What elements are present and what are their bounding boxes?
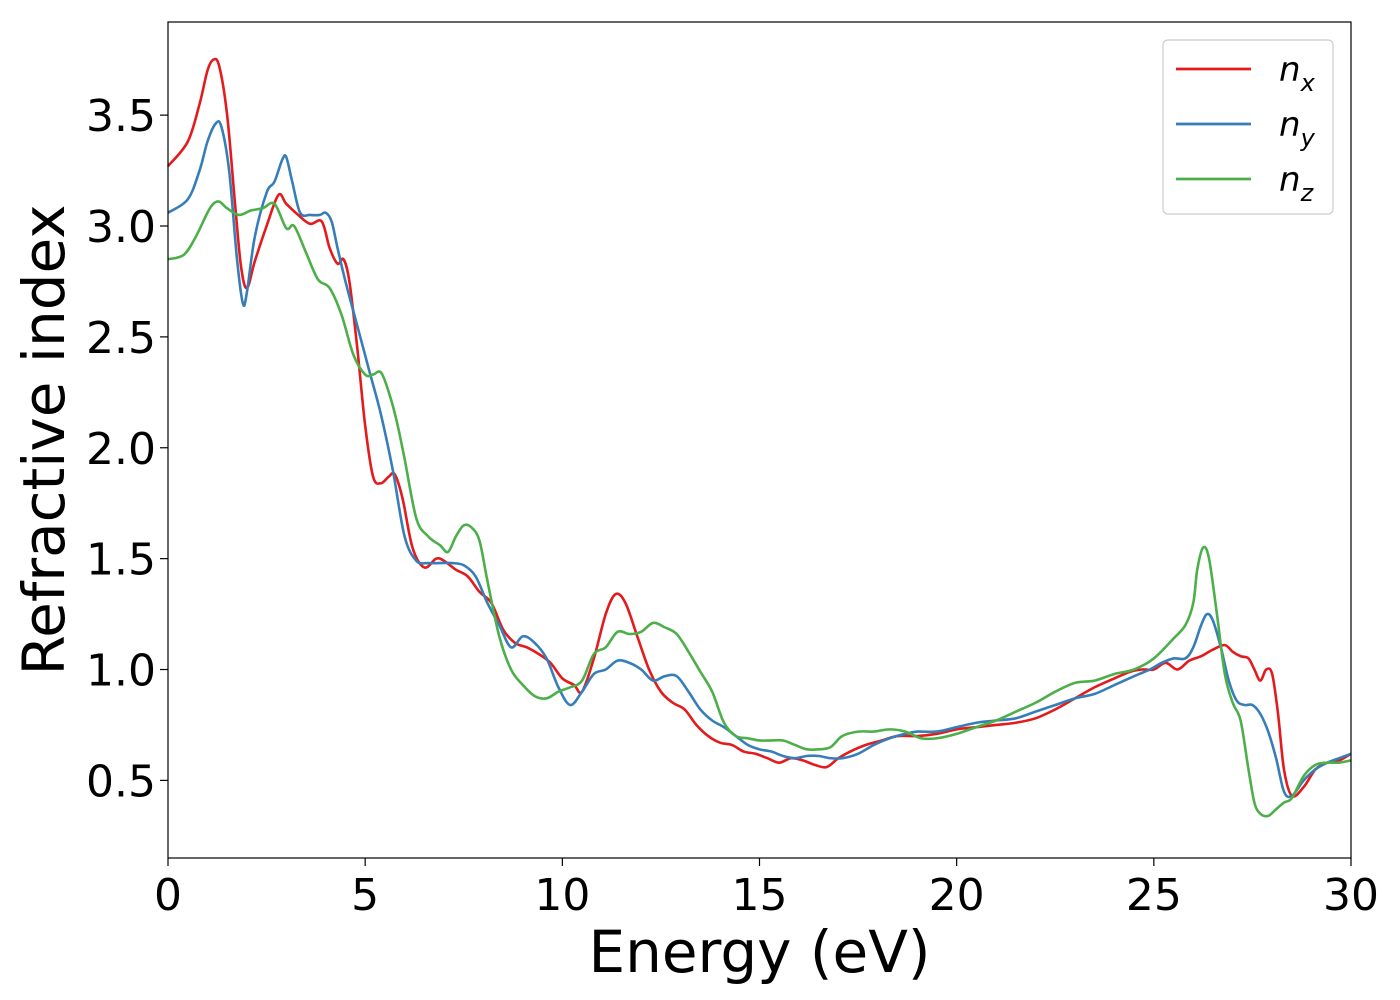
y-tick-label: 3.5	[86, 91, 156, 142]
y-tick-label: 2.5	[86, 313, 156, 364]
legend-label: nz	[1279, 160, 1315, 207]
series-line-n-x	[166, 57, 1352, 798]
y-tick-label: 3.0	[86, 202, 156, 253]
legend-label-base: n	[1279, 160, 1301, 200]
x-tick-label: 0	[154, 870, 182, 921]
x-tick-label: 25	[1126, 870, 1182, 921]
legend-label-subscript: z	[1300, 179, 1315, 207]
x-axis-label: Energy (eV)	[588, 918, 930, 986]
y-tick-label: 1.5	[86, 535, 156, 586]
x-tick-label: 15	[732, 870, 788, 921]
legend-label-subscript: y	[1300, 124, 1316, 152]
series-line-n-z	[167, 200, 1352, 818]
y-tick-label: 2.0	[86, 424, 156, 475]
x-axis-ticks: 0 5 10 15 20 25 30	[154, 858, 1379, 921]
x-tick-label: 30	[1323, 870, 1379, 921]
series-line-n-y	[167, 119, 1352, 799]
x-tick-label: 5	[351, 870, 379, 921]
y-tick-label: 0.5	[86, 756, 156, 807]
series-layer	[166, 57, 1352, 818]
legend-label: nx	[1279, 50, 1316, 97]
legend-label-base: n	[1279, 50, 1301, 90]
y-axis-label: Refractive index	[10, 204, 78, 675]
legend-label-base: n	[1279, 105, 1301, 145]
x-tick-label: 20	[929, 870, 985, 921]
legend-box	[1162, 39, 1334, 215]
x-tick-label: 10	[534, 870, 590, 921]
y-axis-ticks: 0.5 1.0 1.5 2.0 2.5 3.0 3.5	[86, 91, 168, 807]
legend-label: ny	[1279, 105, 1316, 152]
y-tick-label: 1.0	[86, 646, 156, 697]
legend-label-subscript: x	[1300, 69, 1316, 97]
